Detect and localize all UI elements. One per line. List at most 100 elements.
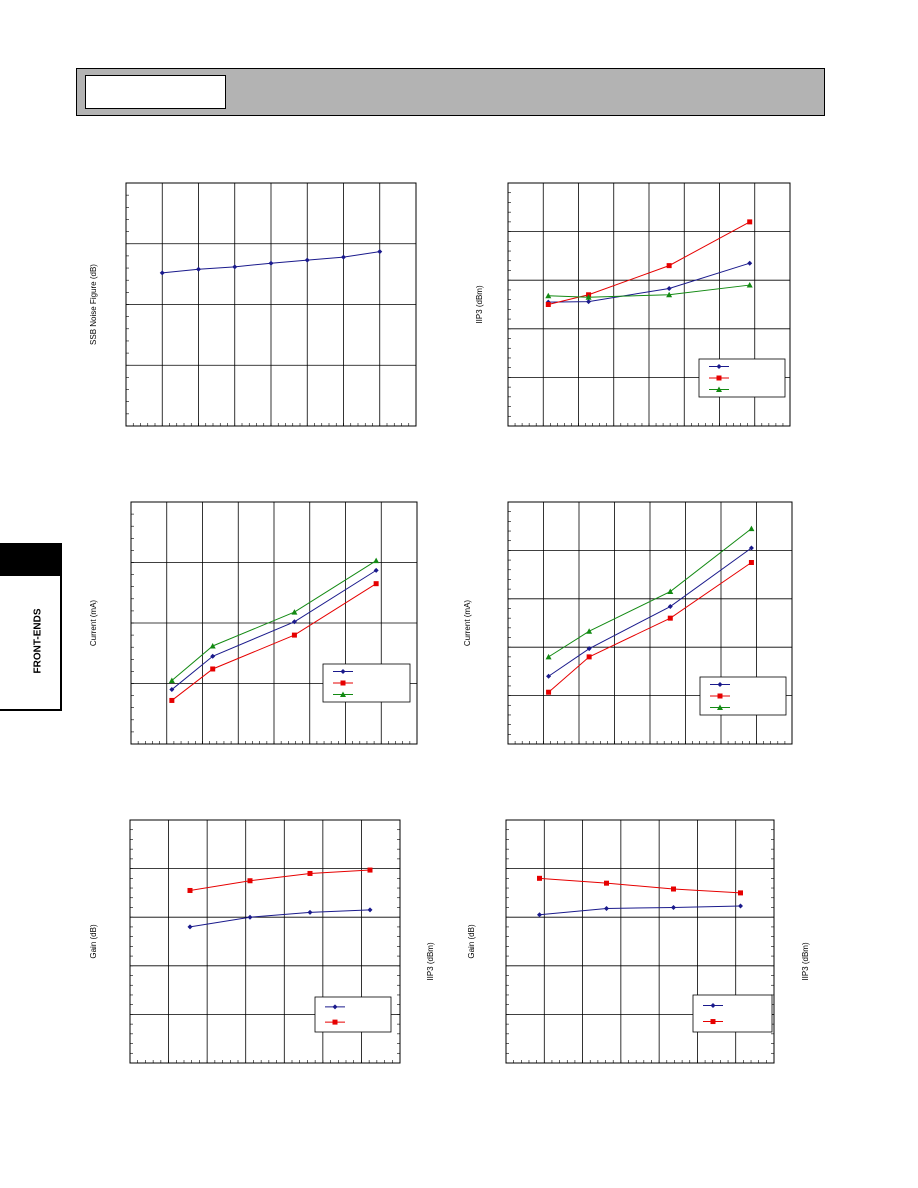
data-point bbox=[307, 909, 313, 915]
data-point bbox=[747, 260, 753, 266]
data-point bbox=[747, 219, 753, 225]
data-point bbox=[196, 266, 201, 272]
data-point bbox=[586, 654, 592, 660]
y-axis-label: Gain (dB) bbox=[467, 924, 476, 959]
data-point bbox=[304, 257, 310, 263]
y-axis-label: Gain (dB) bbox=[89, 924, 98, 959]
data-point bbox=[291, 632, 297, 638]
data-point bbox=[537, 875, 542, 881]
series-line-2 bbox=[171, 583, 377, 701]
data-point bbox=[604, 880, 609, 886]
data-point bbox=[373, 557, 380, 564]
data-point bbox=[247, 878, 253, 884]
legend-box bbox=[314, 996, 392, 1033]
data-point bbox=[586, 646, 592, 652]
data-point bbox=[666, 291, 673, 298]
data-point bbox=[291, 609, 298, 615]
y-axis-label: IIP3 (dBm) bbox=[475, 285, 484, 324]
data-point bbox=[671, 904, 676, 910]
data-point bbox=[667, 588, 674, 595]
data-point bbox=[367, 867, 373, 873]
series-line-1 bbox=[189, 909, 371, 928]
data-point bbox=[748, 545, 754, 551]
legend-swatch-marker bbox=[710, 1002, 716, 1008]
series-line-1 bbox=[171, 569, 377, 690]
data-point bbox=[232, 264, 238, 270]
y-axis-label: Current (mA) bbox=[89, 600, 98, 647]
data-point bbox=[748, 525, 755, 532]
data-point bbox=[367, 907, 373, 913]
data-point bbox=[666, 285, 672, 291]
series-line-1 bbox=[548, 547, 752, 677]
side-tab-marker bbox=[0, 543, 60, 576]
legend-swatch-marker bbox=[717, 681, 723, 687]
data-point bbox=[604, 905, 609, 911]
series-line-2 bbox=[548, 562, 752, 693]
series-line-1 bbox=[548, 262, 750, 303]
legend-swatch-marker bbox=[716, 363, 722, 369]
section-title-box bbox=[85, 75, 226, 109]
data-point bbox=[748, 560, 754, 565]
legend-swatch-marker bbox=[717, 704, 723, 711]
data-point bbox=[307, 870, 313, 876]
chart-5: Gain (dB) IIP3 (dBm) bbox=[89, 819, 435, 1064]
data-point bbox=[546, 689, 552, 695]
legend-swatch-marker bbox=[717, 693, 723, 699]
data-point bbox=[187, 887, 193, 893]
section-header-bar bbox=[76, 68, 825, 116]
legend-box bbox=[692, 994, 773, 1033]
data-point bbox=[373, 567, 379, 573]
legend-swatch-marker bbox=[710, 1019, 716, 1025]
data-point bbox=[585, 294, 592, 300]
data-point bbox=[545, 653, 552, 660]
legend-swatch-marker bbox=[340, 668, 346, 674]
legend-swatch-marker bbox=[716, 375, 722, 381]
data-point bbox=[159, 270, 165, 276]
data-point bbox=[268, 260, 274, 266]
legend-swatch-marker bbox=[340, 691, 346, 698]
series-line-3 bbox=[548, 528, 752, 658]
legend-swatch-marker bbox=[340, 680, 346, 686]
series-line-2 bbox=[539, 877, 741, 894]
chart-4: Current (mA) bbox=[463, 501, 793, 745]
y2-axis-label: IIP3 (dBm) bbox=[801, 942, 810, 981]
data-point bbox=[671, 886, 676, 892]
data-point bbox=[667, 604, 673, 610]
legend-swatch-marker bbox=[716, 386, 722, 393]
data-point bbox=[168, 677, 175, 683]
y-axis-label: Current (mA) bbox=[463, 600, 472, 647]
data-point bbox=[210, 666, 216, 672]
data-point bbox=[377, 249, 383, 255]
data-point bbox=[247, 914, 253, 920]
data-point bbox=[187, 924, 193, 930]
data-point bbox=[666, 263, 672, 269]
data-point bbox=[546, 673, 552, 679]
side-section-tab: FRONT-ENDS bbox=[0, 543, 62, 711]
y-axis-label: SSB Noise Figure (dB) bbox=[89, 264, 98, 345]
data-point bbox=[209, 642, 216, 649]
data-point bbox=[586, 299, 592, 305]
legend-swatch-marker bbox=[332, 1019, 338, 1025]
chart-1: SSB Noise Figure (dB) bbox=[89, 182, 417, 427]
series-line-3 bbox=[548, 284, 750, 298]
data-point bbox=[373, 581, 379, 587]
series-line-2 bbox=[548, 221, 750, 305]
data-point bbox=[291, 619, 297, 625]
chart-3: Current (mA) bbox=[89, 501, 418, 745]
data-point bbox=[210, 653, 216, 659]
data-point bbox=[746, 282, 753, 288]
data-point bbox=[169, 687, 175, 693]
y2-axis-label: IIP3 (dBm) bbox=[426, 942, 435, 981]
data-point bbox=[169, 697, 175, 703]
legend-box bbox=[699, 676, 787, 716]
data-point bbox=[738, 890, 743, 896]
chart-2: IIP3 (dBm) bbox=[475, 182, 791, 427]
series-line-2 bbox=[189, 869, 371, 891]
data-point bbox=[537, 912, 542, 918]
series-line-3 bbox=[171, 560, 377, 681]
data-point bbox=[738, 903, 743, 909]
chart-6: Gain (dB) IIP3 (dBm) bbox=[467, 819, 810, 1064]
data-point bbox=[667, 615, 673, 621]
legend-swatch-marker bbox=[332, 1004, 338, 1010]
